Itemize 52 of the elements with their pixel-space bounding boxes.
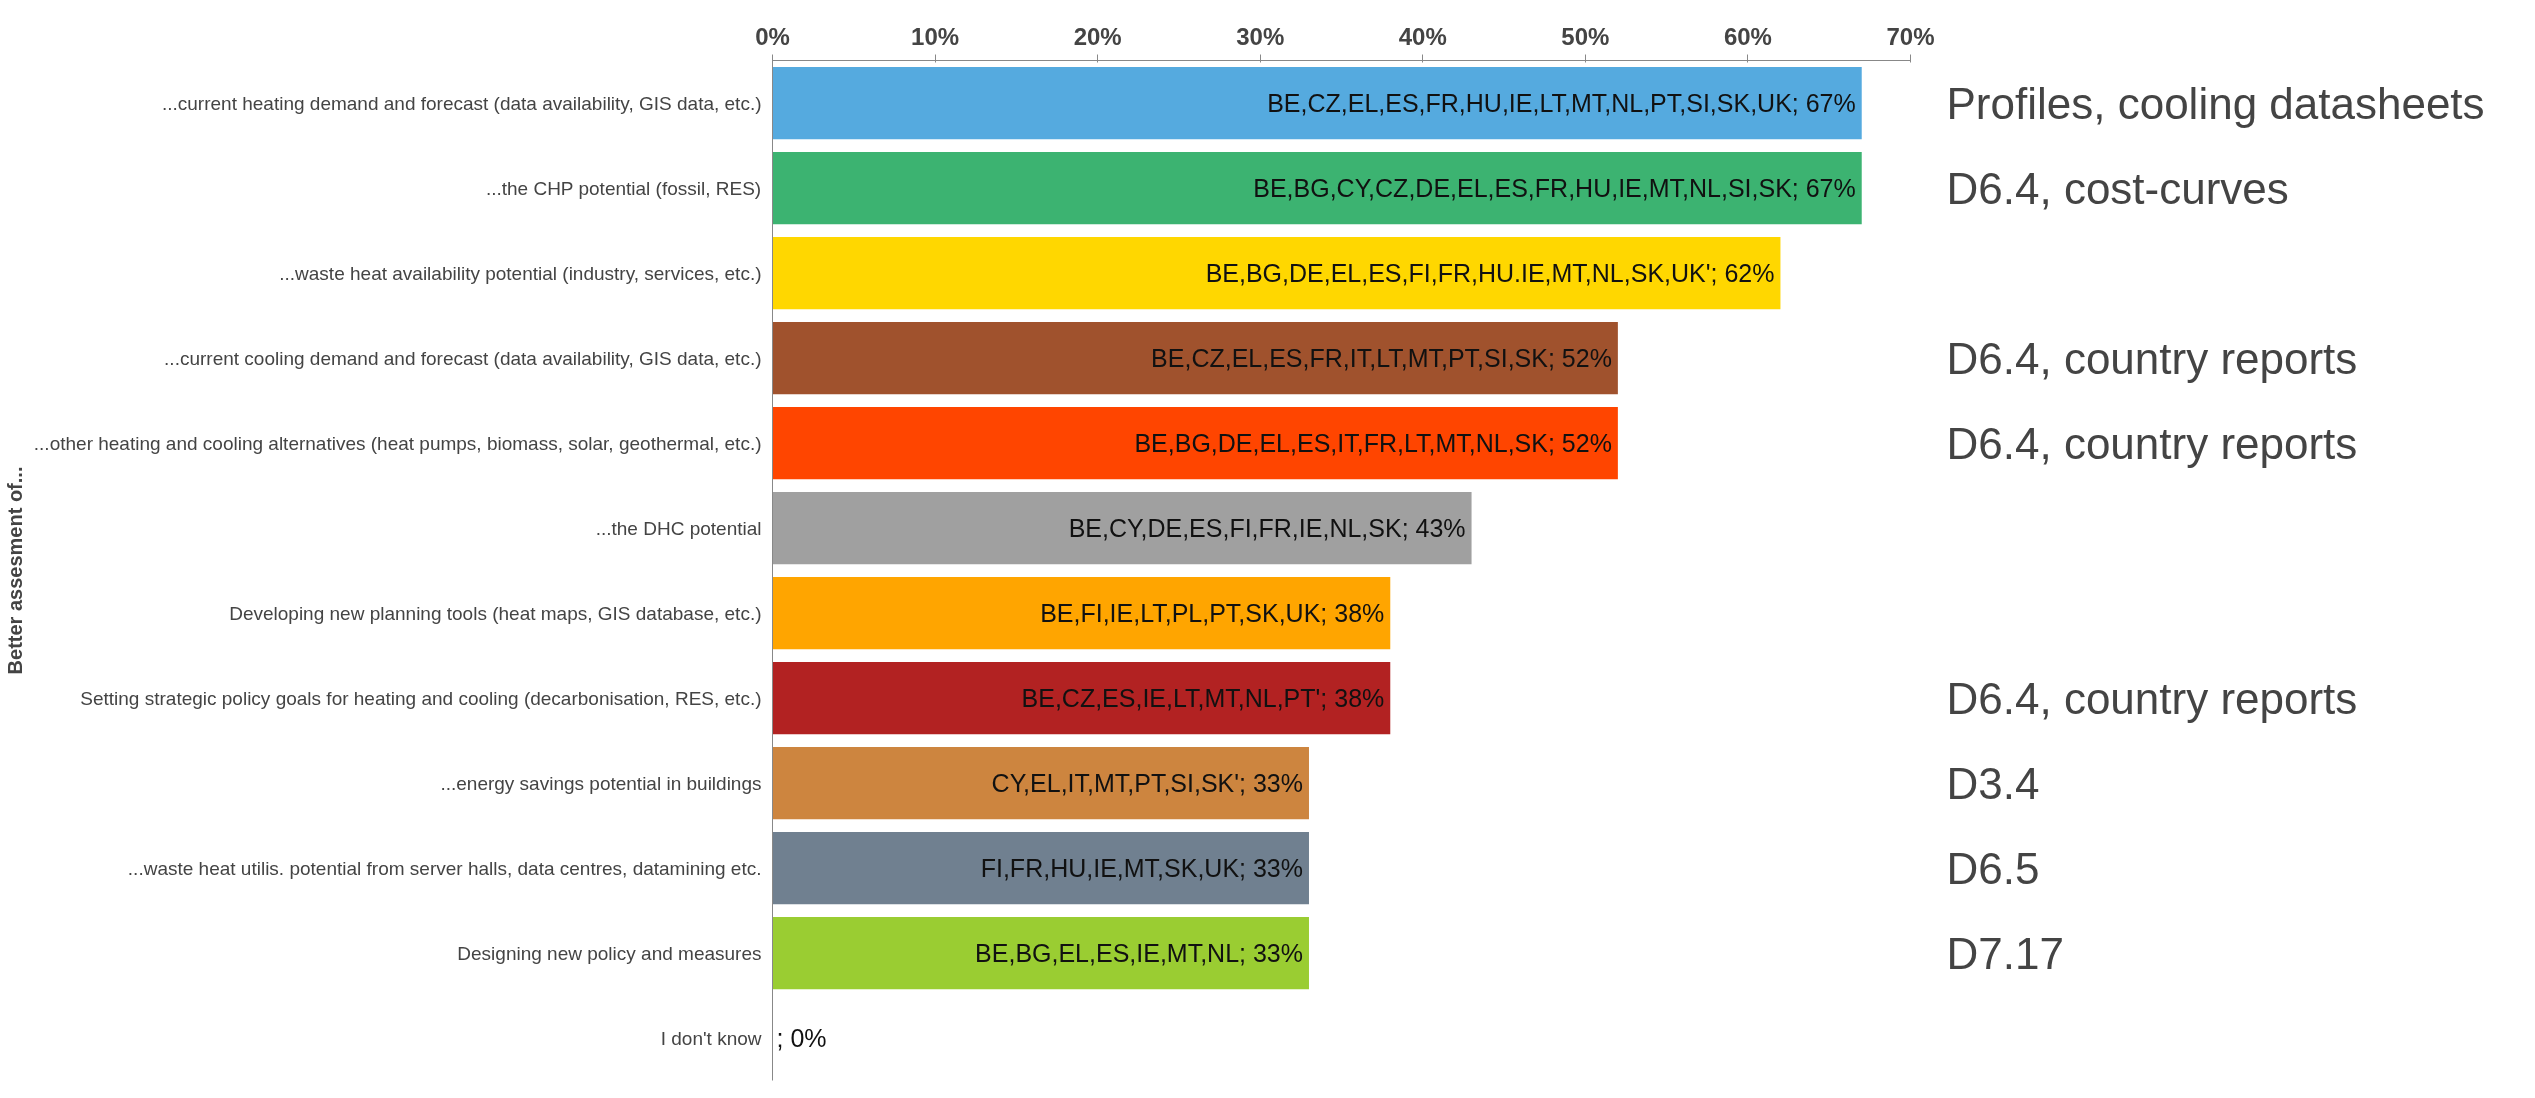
bar xyxy=(772,916,1309,990)
bar xyxy=(772,151,1862,225)
data-label: BE,FI,IE,LT,PL,PT,SK,UK; 38% xyxy=(1040,599,1385,627)
data-label: FI,FR,HU,IE,MT,SK,UK; 33% xyxy=(980,854,1303,882)
bar xyxy=(772,66,1862,140)
y-tick-label: ...waste heat utilis. potential from server halls, data centres, datamining etc. xyxy=(127,857,762,879)
y-axis-title: Better assesment of... xyxy=(3,466,26,675)
y2-tick-label: D6.4, cost-curves xyxy=(1946,163,2289,213)
y-tick-label: ...other heating and cooling alternatives (heat pumps, biomass, solar, geothermal, etc.) xyxy=(33,432,762,454)
data-label: BE,BG,DE,EL,ES,IT,FR,LT,MT,NL,SK; 52% xyxy=(1134,429,1612,457)
y2-tick-label: D3.4 xyxy=(1946,758,2040,808)
y-tick-label: ...the DHC potential xyxy=(595,517,762,539)
data-label: BE,CY,DE,ES,FI,FR,IE,NL,SK; 43% xyxy=(1068,514,1466,542)
bar xyxy=(772,236,1781,310)
y-tick-label: ...current cooling demand and forecast (data availability, GIS data, etc.) xyxy=(164,347,762,369)
bar xyxy=(772,321,1618,395)
y2-tick-label: D6.4, country reports xyxy=(1946,673,2358,723)
x-tick-label: 70% xyxy=(1886,22,1935,50)
y2-tick-label: D6.4, country reports xyxy=(1946,333,2358,383)
bar xyxy=(772,491,1472,565)
y-tick-label: Developing new planning tools (heat maps, GIS database, etc.) xyxy=(229,602,762,624)
x-tick-label: 60% xyxy=(1723,22,1772,50)
x-tick-label: 30% xyxy=(1236,22,1285,50)
bar xyxy=(772,746,1309,820)
x-tick-label: 10% xyxy=(911,22,960,50)
y-tick-label: ...waste heat availability potential (industry, services, etc.) xyxy=(279,262,762,284)
y-tick-label: ...the CHP potential (fossil, RES) xyxy=(485,177,762,199)
data-label: BE,BG,DE,EL,ES,FI,FR,HU.IE,MT,NL,SK,UK'; 62% xyxy=(1205,259,1775,287)
x-tick-label: 40% xyxy=(1398,22,1447,50)
y-tick-label: I don't know xyxy=(660,1027,762,1049)
y-tick-label: Designing new policy and measures xyxy=(457,942,762,964)
x-tick-label: 50% xyxy=(1561,22,1610,50)
y2-tick-label: D6.5 xyxy=(1946,843,2040,893)
x-tick-label: 20% xyxy=(1073,22,1122,50)
y2-tick-label: D6.4, country reports xyxy=(1946,418,2358,468)
bar xyxy=(772,406,1618,480)
bar xyxy=(772,576,1391,650)
x-tick-label: 0% xyxy=(755,22,790,50)
data-label: BE,BG,CY,CZ,DE,EL,ES,FR,HU,IE,MT,NL,SI,SK; 67% xyxy=(1253,174,1856,202)
y2-tick-label: D7.17 xyxy=(1946,928,2064,978)
data-label: CY,EL,IT,MT,PT,SI,SK'; 33% xyxy=(991,769,1303,797)
y-tick-label: ...energy savings potential in buildings xyxy=(440,772,762,794)
data-label: BE,BG,EL,ES,IE,MT,NL; 33% xyxy=(975,939,1303,967)
y-tick-label: ...current heating demand and forecast (data availability, GIS data, etc.) xyxy=(161,92,762,114)
data-label: BE,CZ,EL,ES,FR,IT,LT,MT,PT,SI,SK; 52% xyxy=(1151,344,1612,372)
data-label: BE,CZ,EL,ES,FR,HU,IE,LT,MT,NL,PT,SI,SK,UK; 67% xyxy=(1267,89,1856,117)
bar xyxy=(772,661,1391,735)
data-label: ; 0% xyxy=(776,1024,827,1052)
y-tick-label: Setting strategic policy goals for heating and cooling (decarbonisation, RES, etc.) xyxy=(80,687,762,709)
bar xyxy=(772,831,1309,905)
data-label: BE,CZ,ES,IE,LT,MT,NL,PT'; 38% xyxy=(1021,684,1385,712)
y2-tick-label: Profiles, cooling datasheets xyxy=(1946,78,2485,128)
